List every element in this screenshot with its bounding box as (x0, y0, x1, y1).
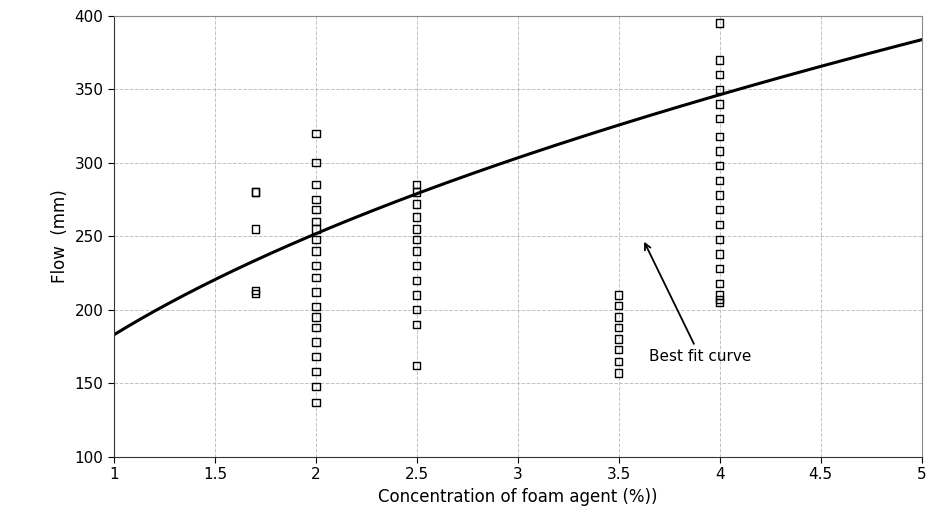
Point (308, 206, 323, 214)
Point (712, 56, 728, 64)
Point (308, 261, 323, 270)
Y-axis label: Flow  (mm): Flow (mm) (51, 190, 69, 283)
Point (611, 369, 626, 377)
Point (248, 188, 263, 196)
Point (712, 176, 728, 185)
Point (308, 225, 323, 233)
Point (248, 289, 263, 298)
Point (712, 114, 728, 123)
Point (308, 159, 323, 167)
Text: Best fit curve: Best fit curve (645, 244, 751, 364)
X-axis label: Concentration of foam agent (%)): Concentration of foam agent (%)) (378, 488, 657, 506)
Point (308, 288, 323, 296)
Point (308, 273, 323, 281)
Point (712, 85, 728, 93)
Point (611, 357, 626, 365)
Point (712, 291, 728, 299)
Point (409, 276, 425, 285)
Point (308, 353, 323, 361)
Point (409, 306, 425, 314)
Point (248, 287, 263, 295)
Point (712, 132, 728, 141)
Point (611, 335, 626, 343)
Point (308, 313, 323, 321)
Point (712, 250, 728, 258)
Point (712, 100, 728, 108)
Point (712, 162, 728, 170)
Point (308, 323, 323, 332)
Point (712, 70, 728, 79)
Point (712, 220, 728, 229)
Point (308, 217, 323, 226)
Point (611, 301, 626, 310)
Point (308, 129, 323, 138)
Point (308, 195, 323, 204)
Point (712, 19, 728, 27)
Point (409, 181, 425, 189)
Point (712, 206, 728, 214)
Point (308, 382, 323, 391)
Point (712, 298, 728, 307)
Point (409, 320, 425, 329)
Point (712, 295, 728, 303)
Point (308, 181, 323, 189)
Point (248, 188, 263, 196)
Point (611, 291, 626, 299)
Point (308, 302, 323, 311)
Point (712, 147, 728, 155)
Point (712, 191, 728, 200)
Point (409, 261, 425, 270)
Point (409, 235, 425, 244)
Point (409, 213, 425, 222)
Point (611, 323, 626, 332)
Point (308, 368, 323, 376)
Point (308, 247, 323, 255)
Point (308, 235, 323, 244)
Point (611, 345, 626, 354)
Point (409, 188, 425, 196)
Point (409, 291, 425, 299)
Point (308, 338, 323, 347)
Point (248, 225, 263, 233)
Point (712, 235, 728, 244)
Point (409, 225, 425, 233)
Point (308, 398, 323, 406)
Point (712, 265, 728, 273)
Point (611, 313, 626, 321)
Point (409, 361, 425, 370)
Point (712, 279, 728, 288)
Point (409, 247, 425, 255)
Point (409, 200, 425, 208)
